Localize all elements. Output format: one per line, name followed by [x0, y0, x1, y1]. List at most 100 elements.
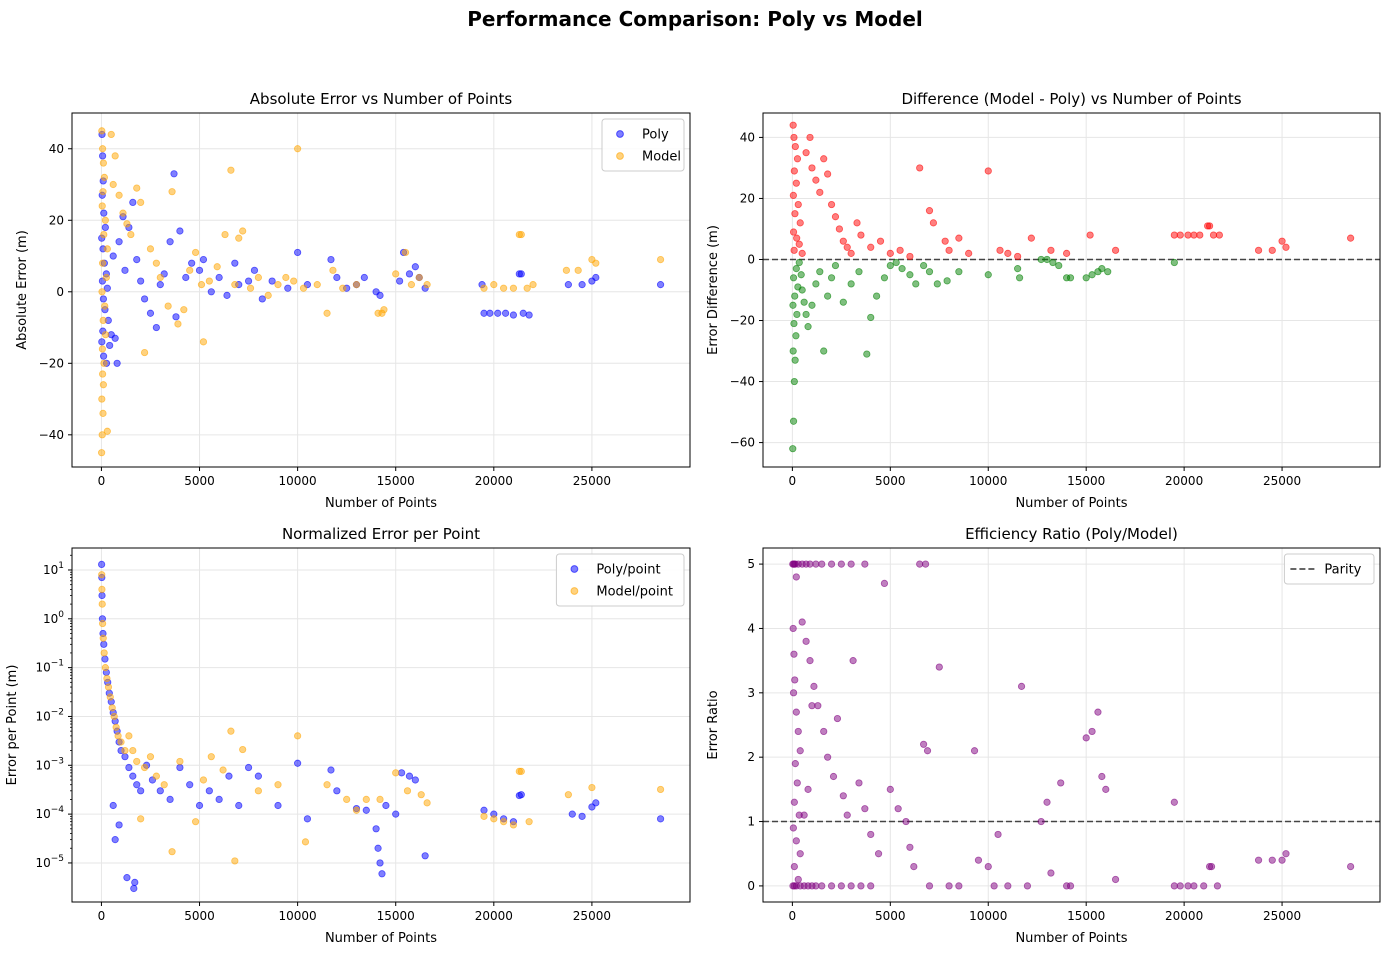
- data-point: [327, 766, 335, 774]
- data-point: [239, 227, 247, 235]
- data-point: [816, 188, 824, 196]
- data-point: [857, 882, 865, 890]
- data-point: [1254, 246, 1263, 254]
- series-model: [98, 127, 665, 457]
- data-point: [789, 191, 797, 199]
- data-point: [578, 812, 586, 820]
- data-point: [1170, 798, 1178, 806]
- data-point: [798, 286, 806, 294]
- x-tick-label: 15000: [1067, 474, 1105, 488]
- data-point: [790, 167, 798, 175]
- data-point: [847, 560, 855, 568]
- data-point: [205, 277, 213, 285]
- data-point: [133, 256, 141, 264]
- data-point: [500, 284, 508, 292]
- data-point: [827, 200, 836, 209]
- data-point: [1282, 243, 1290, 251]
- y-tick-label: −40: [39, 428, 64, 442]
- data-point: [205, 787, 213, 795]
- data-point: [923, 747, 932, 755]
- data-point: [213, 263, 221, 271]
- data-point: [258, 295, 266, 303]
- data-point: [100, 649, 108, 657]
- y-tick-label: 5: [747, 557, 755, 571]
- data-point: [1004, 249, 1012, 257]
- data-point: [921, 560, 930, 568]
- data-point: [843, 811, 851, 819]
- y-tick-label: 0: [747, 879, 755, 893]
- axes-frame: [762, 112, 1381, 468]
- data-point: [99, 259, 107, 267]
- y-tick-label: −20: [730, 314, 755, 328]
- data-point: [339, 284, 347, 292]
- data-point: [802, 149, 810, 157]
- data-point: [1086, 231, 1094, 239]
- data-point: [244, 763, 253, 772]
- plot-area: [763, 560, 1380, 890]
- data-point: [853, 219, 861, 227]
- data-point: [509, 821, 518, 829]
- data-point: [362, 806, 370, 814]
- data-point: [115, 238, 123, 246]
- data-point: [892, 258, 900, 267]
- plot-area: [98, 127, 665, 457]
- y-tick-label: 0: [56, 285, 64, 299]
- data-point: [1170, 882, 1178, 890]
- data-point: [101, 331, 110, 339]
- data-point: [792, 708, 800, 716]
- data-point: [146, 753, 155, 761]
- data-point: [146, 245, 155, 253]
- data-point: [861, 560, 869, 568]
- data-point: [99, 159, 107, 167]
- data-point: [849, 657, 857, 665]
- data-point: [268, 277, 276, 285]
- data-point: [656, 256, 665, 264]
- legend-label: Model/point: [596, 585, 673, 600]
- series-poly-point: [98, 560, 665, 893]
- data-point: [98, 345, 107, 353]
- y-axis-label: Error Ratio: [706, 690, 721, 759]
- plot-area: [98, 560, 665, 893]
- y-tick-label: −20: [39, 356, 64, 370]
- data-point: [806, 657, 814, 665]
- data-point: [920, 740, 928, 748]
- data-point: [486, 309, 494, 317]
- x-tick-label: 15000: [377, 909, 415, 923]
- data-point: [115, 821, 123, 829]
- legend: Poly Model: [601, 118, 685, 172]
- data-point: [164, 302, 172, 310]
- data-point: [1066, 274, 1075, 282]
- y-tick-label: 1: [747, 815, 755, 829]
- data-point: [98, 127, 106, 135]
- data-point: [880, 579, 889, 588]
- x-tick-label: 5000: [184, 909, 215, 923]
- data-point: [123, 220, 131, 228]
- data-point: [98, 560, 106, 569]
- data-point: [578, 281, 586, 289]
- data-point: [1043, 255, 1051, 264]
- data-point: [920, 261, 928, 270]
- y-tick-label: 3: [747, 686, 755, 700]
- data-point: [789, 417, 798, 425]
- data-point: [592, 273, 600, 282]
- data-point: [156, 787, 164, 795]
- axes-frame: [71, 112, 691, 468]
- data-point: [863, 350, 871, 358]
- data-point: [103, 674, 111, 683]
- data-point: [984, 271, 992, 279]
- data-point: [107, 130, 115, 139]
- chart-abs_error: 0 5000 10000 15000 20000 25000 −40 −20 0 20 40 Abso…: [15, 90, 691, 511]
- data-point: [984, 167, 992, 175]
- data-point: [405, 772, 414, 780]
- data-point: [1190, 882, 1198, 890]
- data-point: [411, 263, 419, 271]
- data-point: [333, 787, 341, 795]
- data-point: [509, 284, 518, 292]
- data-point: [101, 655, 109, 663]
- data-point: [174, 320, 182, 328]
- data-point: [793, 155, 802, 163]
- data-point: [1111, 246, 1120, 254]
- data-point: [140, 348, 149, 357]
- data-point: [106, 341, 114, 350]
- data-point: [282, 273, 290, 282]
